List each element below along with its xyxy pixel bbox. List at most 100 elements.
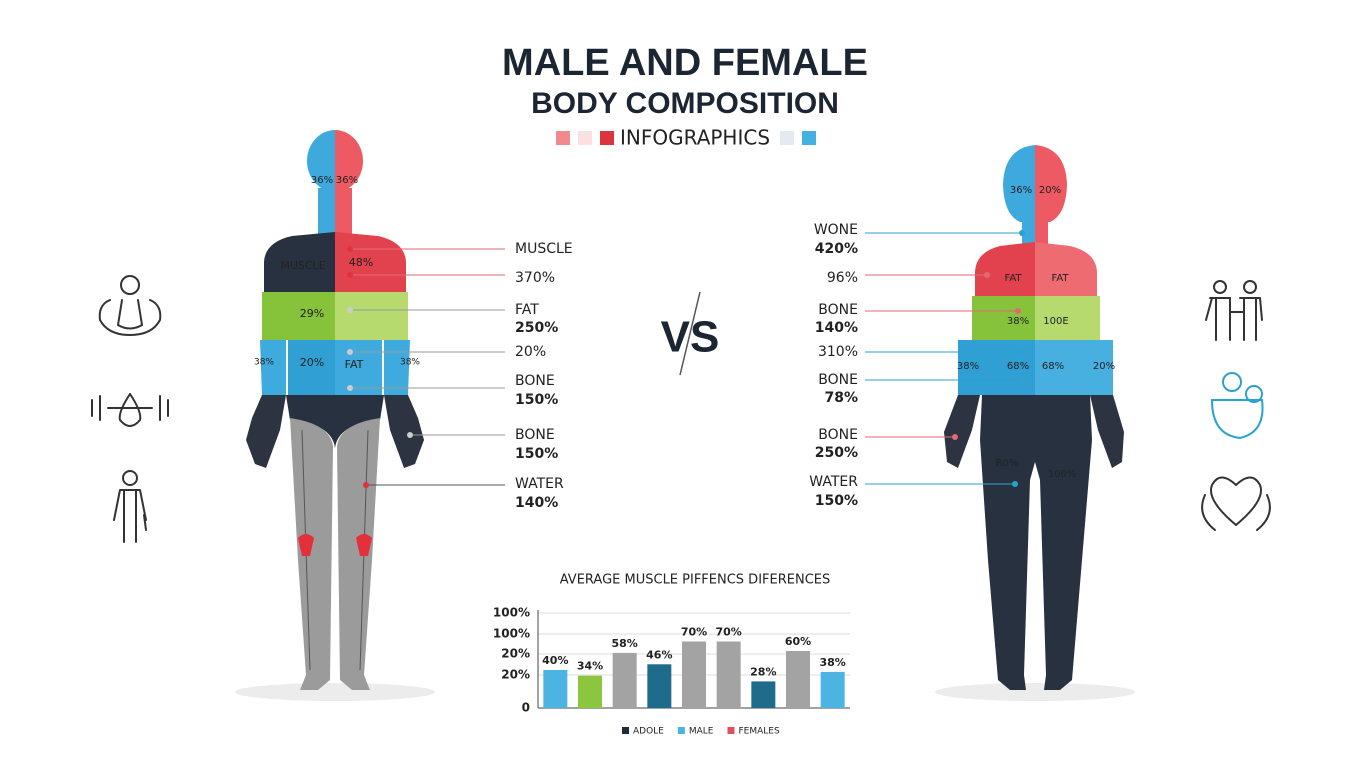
tag-swatch [600, 131, 614, 145]
vs: VS [661, 313, 720, 362]
callout-dot [347, 349, 353, 355]
head-label: 20% [1039, 185, 1061, 196]
body-label: MUSCLE [280, 259, 325, 272]
icon [1205, 297, 1263, 341]
icon [120, 275, 140, 295]
icon [1210, 399, 1264, 440]
callout-text: BONE [818, 427, 858, 443]
female-figure [935, 145, 1135, 701]
callout-text: 250% [515, 320, 558, 336]
arm-right [384, 340, 410, 395]
head-left [1003, 145, 1035, 222]
icon [98, 299, 162, 336]
forearm-left [246, 395, 286, 468]
y-tick-label: 20% [501, 647, 530, 661]
neck-left [318, 188, 335, 234]
neck-right [1035, 215, 1048, 245]
callout-text: 150% [515, 446, 558, 462]
bar-label: 58% [611, 637, 637, 650]
head-label: 36% [336, 175, 358, 186]
bar [543, 670, 568, 708]
callout-text: BONE [515, 373, 555, 389]
callout-dot [984, 272, 990, 278]
bar-label: 60% [785, 635, 811, 648]
callout-text: FAT [515, 302, 539, 318]
body-label: 100E [1043, 316, 1068, 327]
forearm-right [384, 395, 424, 468]
belly-left [972, 296, 1035, 340]
bar [682, 641, 706, 708]
y-tick-label: 20% [501, 668, 530, 682]
legend-swatch [622, 727, 629, 734]
callout-dot [1015, 349, 1021, 355]
chart-title: AVERAGE MUSCLE PIFFENCS DIFERENCES [560, 573, 831, 588]
callout-text: 20% [515, 344, 546, 360]
waist-right [1035, 340, 1113, 395]
bar [647, 664, 672, 708]
legend-swatch [727, 727, 735, 734]
body-label: 38% [957, 361, 979, 372]
bar [820, 671, 845, 708]
callout-text: 420% [815, 241, 858, 257]
bar [751, 681, 776, 708]
icon [1222, 372, 1242, 392]
shadow [235, 683, 435, 701]
icon [1245, 385, 1263, 403]
callout-dot [1015, 377, 1021, 383]
neck-left [1022, 215, 1035, 245]
callout-dot [1015, 308, 1021, 314]
forearm-right [1090, 395, 1124, 468]
body-label: 20% [1093, 361, 1115, 372]
tag-swatch [802, 131, 816, 145]
bar [716, 641, 741, 708]
callout-text: 310% [818, 344, 858, 360]
y-tick-label: 100% [493, 606, 530, 620]
shadow [935, 683, 1135, 701]
callout-dot [347, 307, 353, 313]
body-label: FAT [345, 358, 364, 371]
callout-dot [952, 434, 958, 440]
head-right [1035, 145, 1067, 222]
icon [1213, 280, 1227, 294]
body-label: 38% [254, 358, 274, 368]
callout-text: 96% [827, 270, 858, 286]
callout-text: 150% [515, 392, 558, 408]
callout-dot [1012, 481, 1018, 487]
icon [91, 393, 169, 427]
callout-dot [363, 482, 369, 488]
tag-swatch [556, 131, 570, 145]
callout-text: 140% [815, 320, 858, 336]
chest-right [335, 232, 406, 292]
body-label: 48% [349, 256, 373, 269]
body-label: 20% [300, 356, 324, 369]
y-tick-label: 0 [522, 701, 530, 715]
body-label: FAT [1004, 273, 1022, 284]
callout-text: WATER [515, 476, 564, 492]
head-right [335, 130, 363, 192]
callout-text: BONE [515, 427, 555, 443]
belly-left [262, 292, 335, 340]
legend-swatch [677, 727, 685, 734]
head-label: 36% [1010, 185, 1032, 196]
callout-text: BONE [818, 302, 858, 318]
tag-swatch [780, 131, 794, 145]
callout-text: WONE [814, 222, 858, 238]
leg-right [337, 418, 380, 690]
callout-text: WATER [809, 474, 858, 490]
lower-body [980, 395, 1092, 690]
body-label: 68% [1007, 361, 1029, 372]
bar-label: 28% [750, 665, 776, 678]
body-label: 38% [1007, 316, 1029, 327]
bar [786, 651, 810, 708]
body-label: 68% [1042, 361, 1064, 372]
legend-label: ADOLE [633, 727, 664, 737]
head-left [307, 130, 335, 192]
waist-left [958, 340, 1035, 395]
callout-dot [347, 246, 353, 252]
bar [578, 675, 602, 708]
body-label: R0% [996, 458, 1019, 469]
arm-left [260, 340, 286, 395]
chest-left [264, 232, 335, 292]
